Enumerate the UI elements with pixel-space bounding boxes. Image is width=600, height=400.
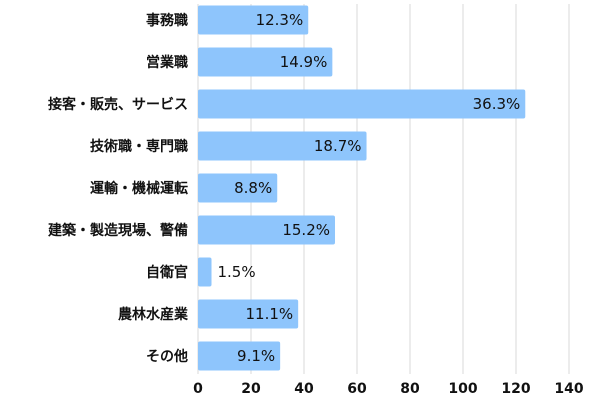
category-label: 事務職 xyxy=(146,12,188,29)
bar-9 xyxy=(198,341,281,371)
x-tick-label: 140 xyxy=(554,381,583,397)
category-label: 農林水産業 xyxy=(118,306,189,323)
label-layer: 0 20 40 60 80 100 120 140 事務職 12.3% 営業職 14.9% 接客・販売、… xyxy=(48,11,584,397)
data-label: 9.1% xyxy=(237,347,275,365)
x-tick-label: 80 xyxy=(400,381,420,397)
category-label: 接客・販売、サービス xyxy=(48,96,188,113)
data-label: 11.1% xyxy=(246,305,294,323)
x-tick-label: 120 xyxy=(501,381,530,397)
data-label: 18.7% xyxy=(314,137,362,155)
data-label: 36.3% xyxy=(473,95,521,113)
bar-7 xyxy=(198,257,212,287)
bar-1 xyxy=(198,5,309,35)
x-tick-label: 40 xyxy=(294,381,314,397)
bar-3 xyxy=(198,89,526,119)
data-label: 14.9% xyxy=(280,53,328,71)
bar-6 xyxy=(198,215,336,245)
category-label: 技術職・専門職 xyxy=(90,138,188,155)
bar-4 xyxy=(198,131,367,161)
x-tick-label: 60 xyxy=(347,381,367,397)
category-label: 建築・製造現場、警備 xyxy=(48,222,188,239)
data-label: 1.5% xyxy=(218,263,256,281)
category-label: 運輸・機械運転 xyxy=(90,180,188,197)
category-label: 営業職 xyxy=(146,54,188,71)
bar-5 xyxy=(198,173,278,203)
x-tick-label: 100 xyxy=(448,381,477,397)
category-label: その他 xyxy=(146,348,188,365)
x-tick-label: 20 xyxy=(241,381,261,397)
data-label: 12.3% xyxy=(256,11,304,29)
bar-2 xyxy=(198,47,333,77)
category-label: 自衛官 xyxy=(146,264,188,281)
data-label: 8.8% xyxy=(234,179,272,197)
bar-layer xyxy=(198,5,526,371)
bar-8 xyxy=(198,299,299,329)
x-tick-label: 0 xyxy=(193,381,203,397)
data-label: 15.2% xyxy=(282,221,330,239)
